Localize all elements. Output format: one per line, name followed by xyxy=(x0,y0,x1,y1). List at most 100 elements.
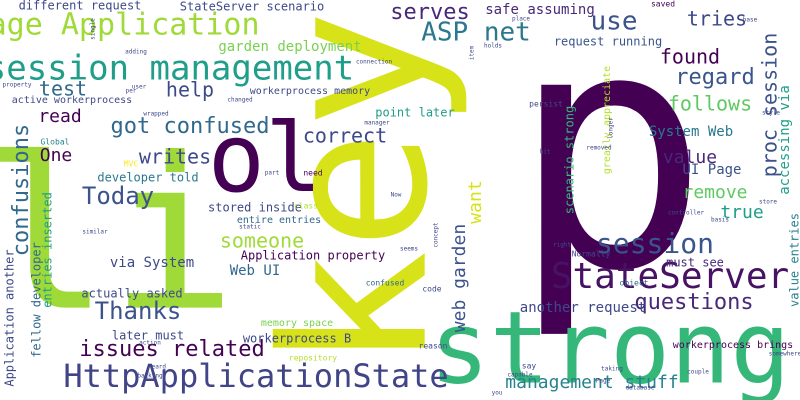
word-object: object xyxy=(620,279,649,288)
word-use: use xyxy=(591,7,638,37)
word-part: part xyxy=(265,170,280,177)
word-system-web: System Web xyxy=(649,124,733,140)
word-ui-page: UI Page xyxy=(682,162,741,178)
word-now: Now xyxy=(391,192,402,199)
word-serves: serves xyxy=(390,0,469,25)
word-ol: ol xyxy=(208,104,322,214)
word-action: action xyxy=(139,340,161,347)
word-stateserver: StateServer xyxy=(551,256,789,297)
word-changed: changed xyxy=(227,97,253,104)
word-remove: remove xyxy=(682,182,747,203)
word-seems: seems xyxy=(400,246,418,253)
word-mvc: MVC xyxy=(124,160,139,169)
word-accessing-via: accessing via xyxy=(777,85,793,195)
word-reason: reason xyxy=(419,342,448,351)
word-application-property: Application property xyxy=(241,249,386,263)
word-thanks: Thanks xyxy=(95,297,182,325)
word-static: static xyxy=(239,224,261,231)
word-workerprocess-memory: workerprocess memory xyxy=(250,86,370,97)
word-similar: similar xyxy=(82,229,108,236)
word-today: Today xyxy=(82,182,154,210)
word-global: Global xyxy=(41,138,70,147)
word-class: class xyxy=(294,202,318,211)
word-value-entries: value entries xyxy=(788,213,800,307)
word-web-ui: Web UI xyxy=(230,263,281,279)
word-entries-inserted: entries inserted xyxy=(41,192,55,308)
word-need: need xyxy=(303,169,322,178)
word-adding: adding xyxy=(125,49,147,56)
word-workerprocess-b: workerprocess B xyxy=(243,332,351,346)
word-say: say xyxy=(522,362,537,371)
word-later-must: later must xyxy=(112,329,184,343)
word-user: user xyxy=(132,84,147,91)
word-normally: Normally xyxy=(572,250,611,259)
word-proc-session: proc session xyxy=(758,33,782,178)
word-item: item xyxy=(469,45,476,60)
word-right: right xyxy=(553,242,571,249)
word-strong: strong xyxy=(429,289,790,400)
word-greatly-appreciate: greatly appreciate xyxy=(602,66,613,174)
word-web-garden: web garden xyxy=(449,224,470,332)
word-removed: removed xyxy=(586,145,612,152)
word-value: value xyxy=(663,147,717,168)
word-session-management: session management xyxy=(0,49,354,89)
word-management-stuff: management stuff xyxy=(505,372,678,393)
word-confused: confused xyxy=(366,279,405,288)
word-issues-related: issues related xyxy=(79,337,264,362)
word-somewhere: somewhere xyxy=(769,351,800,358)
word-test: test xyxy=(39,77,87,101)
word-must-see: must see xyxy=(666,256,724,270)
word-single: single xyxy=(90,18,97,40)
word-correct: correct xyxy=(303,124,387,148)
word-point-later: point later xyxy=(375,106,454,120)
word-backing: backing xyxy=(137,373,163,380)
word-different-request: different request xyxy=(19,0,142,13)
word-p: p xyxy=(511,0,710,343)
word-confusions: confusions xyxy=(9,124,34,256)
word-connection: connection xyxy=(356,59,393,66)
word-taking: taking xyxy=(601,366,623,373)
word-one: One xyxy=(40,145,73,166)
word-tries: tries xyxy=(687,7,747,31)
word-style: style xyxy=(762,110,780,117)
word-controller: controller xyxy=(668,210,705,217)
word-fellow-developer: fellow developer xyxy=(30,242,44,358)
word-someone: someone xyxy=(220,229,304,253)
word-database: database xyxy=(626,385,655,392)
word-developer-told: developer told xyxy=(97,171,198,185)
word-basis: basis xyxy=(711,217,729,224)
word-couple: couple xyxy=(687,369,709,376)
word-li: li xyxy=(0,113,236,358)
word-another-request: another request xyxy=(520,300,646,316)
word-questions: questions xyxy=(634,290,753,315)
word-stored-inside: stored inside xyxy=(208,201,302,215)
word-regard: regard xyxy=(675,65,754,90)
word-writes: writes xyxy=(139,145,211,169)
word-read: read xyxy=(38,106,81,127)
word-hit: hit xyxy=(540,149,551,156)
word-repository: repository xyxy=(289,354,337,363)
word-scenario-strong: scenario strong xyxy=(563,106,577,214)
word-want: want xyxy=(465,180,486,223)
word-request-running: request running xyxy=(554,35,662,49)
word-wrapped: wrapped xyxy=(143,111,169,118)
word-via-system: via System xyxy=(110,255,194,271)
word-garden-deployment: garden deployment xyxy=(218,39,361,55)
word-application-another: Application another xyxy=(3,249,17,386)
word-concept: concept xyxy=(433,222,440,248)
word-longer: longer xyxy=(608,117,615,139)
word-store: store xyxy=(759,199,777,206)
word-follows: follows xyxy=(668,92,752,116)
word-got-confused: got confused xyxy=(111,114,270,139)
word-page-application: Page Application xyxy=(0,8,259,43)
word-you: you xyxy=(492,390,503,397)
word-asp-net: ASP net xyxy=(421,18,531,48)
word-per: per xyxy=(126,88,137,95)
word-stateserver-scenario: StateServer scenario xyxy=(180,0,325,14)
word-actually-asked: actually asked xyxy=(81,287,182,301)
word-httpapplicationstate: HttpApplicationState xyxy=(63,357,448,395)
word-active-workerprocess: active workerprocess xyxy=(12,95,132,106)
word-entire-entries: entire entries xyxy=(237,215,321,226)
